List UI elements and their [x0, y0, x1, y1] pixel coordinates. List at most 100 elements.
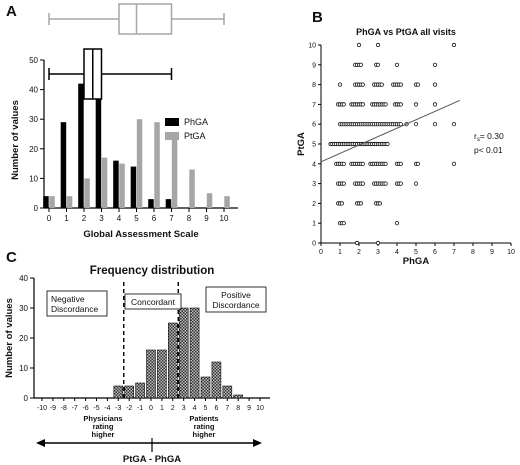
panel-b-y-tick-label: 8	[312, 82, 316, 89]
scatter-point	[394, 62, 400, 67]
bar-phga	[165, 199, 172, 208]
arrow-left-icon	[36, 439, 45, 447]
panel-a-y-tick-label: 40	[29, 86, 38, 95]
positive-discordance-box	[205, 286, 267, 313]
scatter-point	[398, 122, 403, 127]
legend-label-ptga: PtGA	[184, 131, 206, 141]
scatter-point	[413, 102, 419, 107]
panel-c-x-label: PtGA - PhGA	[123, 454, 181, 465]
scatter-point	[341, 181, 346, 186]
panel-b-y-tick-label: 7	[312, 102, 316, 109]
panel-a-y-tick-label: 10	[29, 174, 38, 183]
bar-ptga	[206, 193, 213, 208]
scatter-point	[375, 42, 381, 48]
panel-c-x-tick-label: -9	[50, 405, 56, 412]
panel-b-y-tick-label: 1	[312, 221, 316, 228]
bar-phga	[95, 80, 102, 208]
panel-c-x-tick-label: 9	[247, 405, 251, 412]
scatter-point	[383, 161, 388, 166]
bar-phga	[130, 166, 137, 208]
panel-a-y-tick-label: 0	[34, 204, 39, 213]
scatter-point	[356, 42, 362, 48]
panel-b-x-label: PhGA	[403, 256, 430, 267]
panel-a-legend: PhGA PtGA	[165, 117, 208, 141]
panel-c-x-tick-label: -2	[126, 405, 132, 412]
panel-c-x-tick-label: -7	[72, 405, 78, 412]
panel-b-title: PhGA vs PtGA all visits	[356, 27, 456, 37]
panel-c-y-tick-label: 40	[19, 274, 28, 283]
panel-a-y-tick-label: 30	[29, 115, 38, 124]
panel-b-x-tick-label: 2	[357, 249, 361, 256]
scatter-point	[394, 221, 400, 226]
panel-a-x-tick-label: 2	[82, 214, 87, 223]
legend-swatch-phga	[165, 118, 179, 126]
panel-b-y-tick-label: 9	[312, 62, 316, 69]
physicians-higher-note: Physicians rating higher	[83, 414, 122, 439]
regression-line	[320, 99, 460, 163]
panel-c-y-tick-label: 30	[19, 304, 28, 313]
panel-b-x-tick-label: 5	[414, 249, 418, 256]
panel-c-x-tick-label: 5	[204, 405, 208, 412]
scatter-point	[415, 82, 420, 87]
bar-ptga	[119, 163, 125, 208]
scatter-point	[451, 42, 457, 48]
correlation-stat: rs= 0.30	[474, 131, 504, 143]
bar-phga	[78, 83, 84, 208]
bar-phga	[113, 160, 119, 208]
scatter-point	[451, 161, 457, 166]
panel-a-histogram: 0 10 20 30 40 50 0 1 2 3 4 5 6 7 8 9 10 Global Assessme…	[10, 3, 238, 240]
concordant-box	[124, 293, 182, 310]
frequency-bar	[211, 361, 222, 399]
bar-phga	[60, 122, 67, 208]
panel-b-y-tick-label: 10	[308, 43, 316, 50]
frequency-bar	[189, 307, 200, 399]
legend-label-phga: PhGA	[184, 117, 208, 127]
scatter-point	[432, 122, 438, 127]
positive-discordance-label: Positive Discordance	[212, 290, 260, 310]
panel-c-x-tick-label: -10	[37, 405, 47, 412]
panel-label-a: A	[6, 3, 17, 20]
panel-c-x-tick-label: -3	[115, 405, 121, 412]
patients-higher-note: Patients rating higher	[189, 414, 218, 439]
panel-b-x-tick-label: 9	[490, 249, 494, 256]
scatter-point	[339, 201, 344, 206]
scatter-point	[383, 102, 388, 107]
scatter-point	[379, 82, 384, 87]
scatter-point	[413, 181, 419, 186]
bar-ptga	[189, 169, 195, 208]
panel-b-x-tick-label: 3	[376, 249, 380, 256]
panel-b-y-tick-label: 2	[312, 201, 316, 208]
panel-c-x-tick-label: 1	[160, 405, 164, 412]
panel-c-x-tick-label: 7	[225, 405, 229, 412]
panel-label-c: C	[6, 249, 17, 266]
panel-a-y-tick-label: 20	[29, 145, 38, 154]
scatter-point	[413, 122, 419, 127]
bar-ptga	[154, 122, 160, 208]
scatter-point	[377, 201, 382, 206]
scatter-point	[415, 161, 420, 166]
legend-swatch-ptga	[165, 132, 179, 140]
panel-c-y-tick-label: 0	[24, 394, 29, 403]
panel-a-x-tick-label: 8	[187, 214, 192, 223]
panel-b-x-tick-label: 0	[319, 249, 323, 256]
scatter-point	[432, 62, 438, 67]
panel-c-y-tick-label: 20	[19, 334, 28, 343]
panel-c-y-tick-label: 10	[19, 364, 28, 373]
panel-a-x-label: Global Assessment Scale	[83, 229, 198, 240]
scatter-point	[432, 82, 438, 87]
panel-c-x-tick-label: -8	[61, 405, 67, 412]
scatter-point	[360, 161, 365, 166]
panel-b-y-tick-label: 0	[312, 241, 316, 248]
frequency-bar	[124, 385, 134, 399]
panel-c-x-tick-label: -5	[93, 405, 99, 412]
bar-ptga	[171, 139, 178, 208]
bar-phga	[148, 199, 154, 208]
panel-b-x-tick-label: 6	[433, 249, 437, 256]
bar-ptga	[101, 157, 108, 208]
panel-b-y-label: PtGA	[296, 132, 307, 156]
panel-c-x-tick-label: 6	[214, 405, 218, 412]
panel-b-x-tick-label: 1	[338, 249, 342, 256]
scatter-point	[360, 82, 365, 87]
panel-c-title: Frequency distribution	[90, 265, 215, 277]
